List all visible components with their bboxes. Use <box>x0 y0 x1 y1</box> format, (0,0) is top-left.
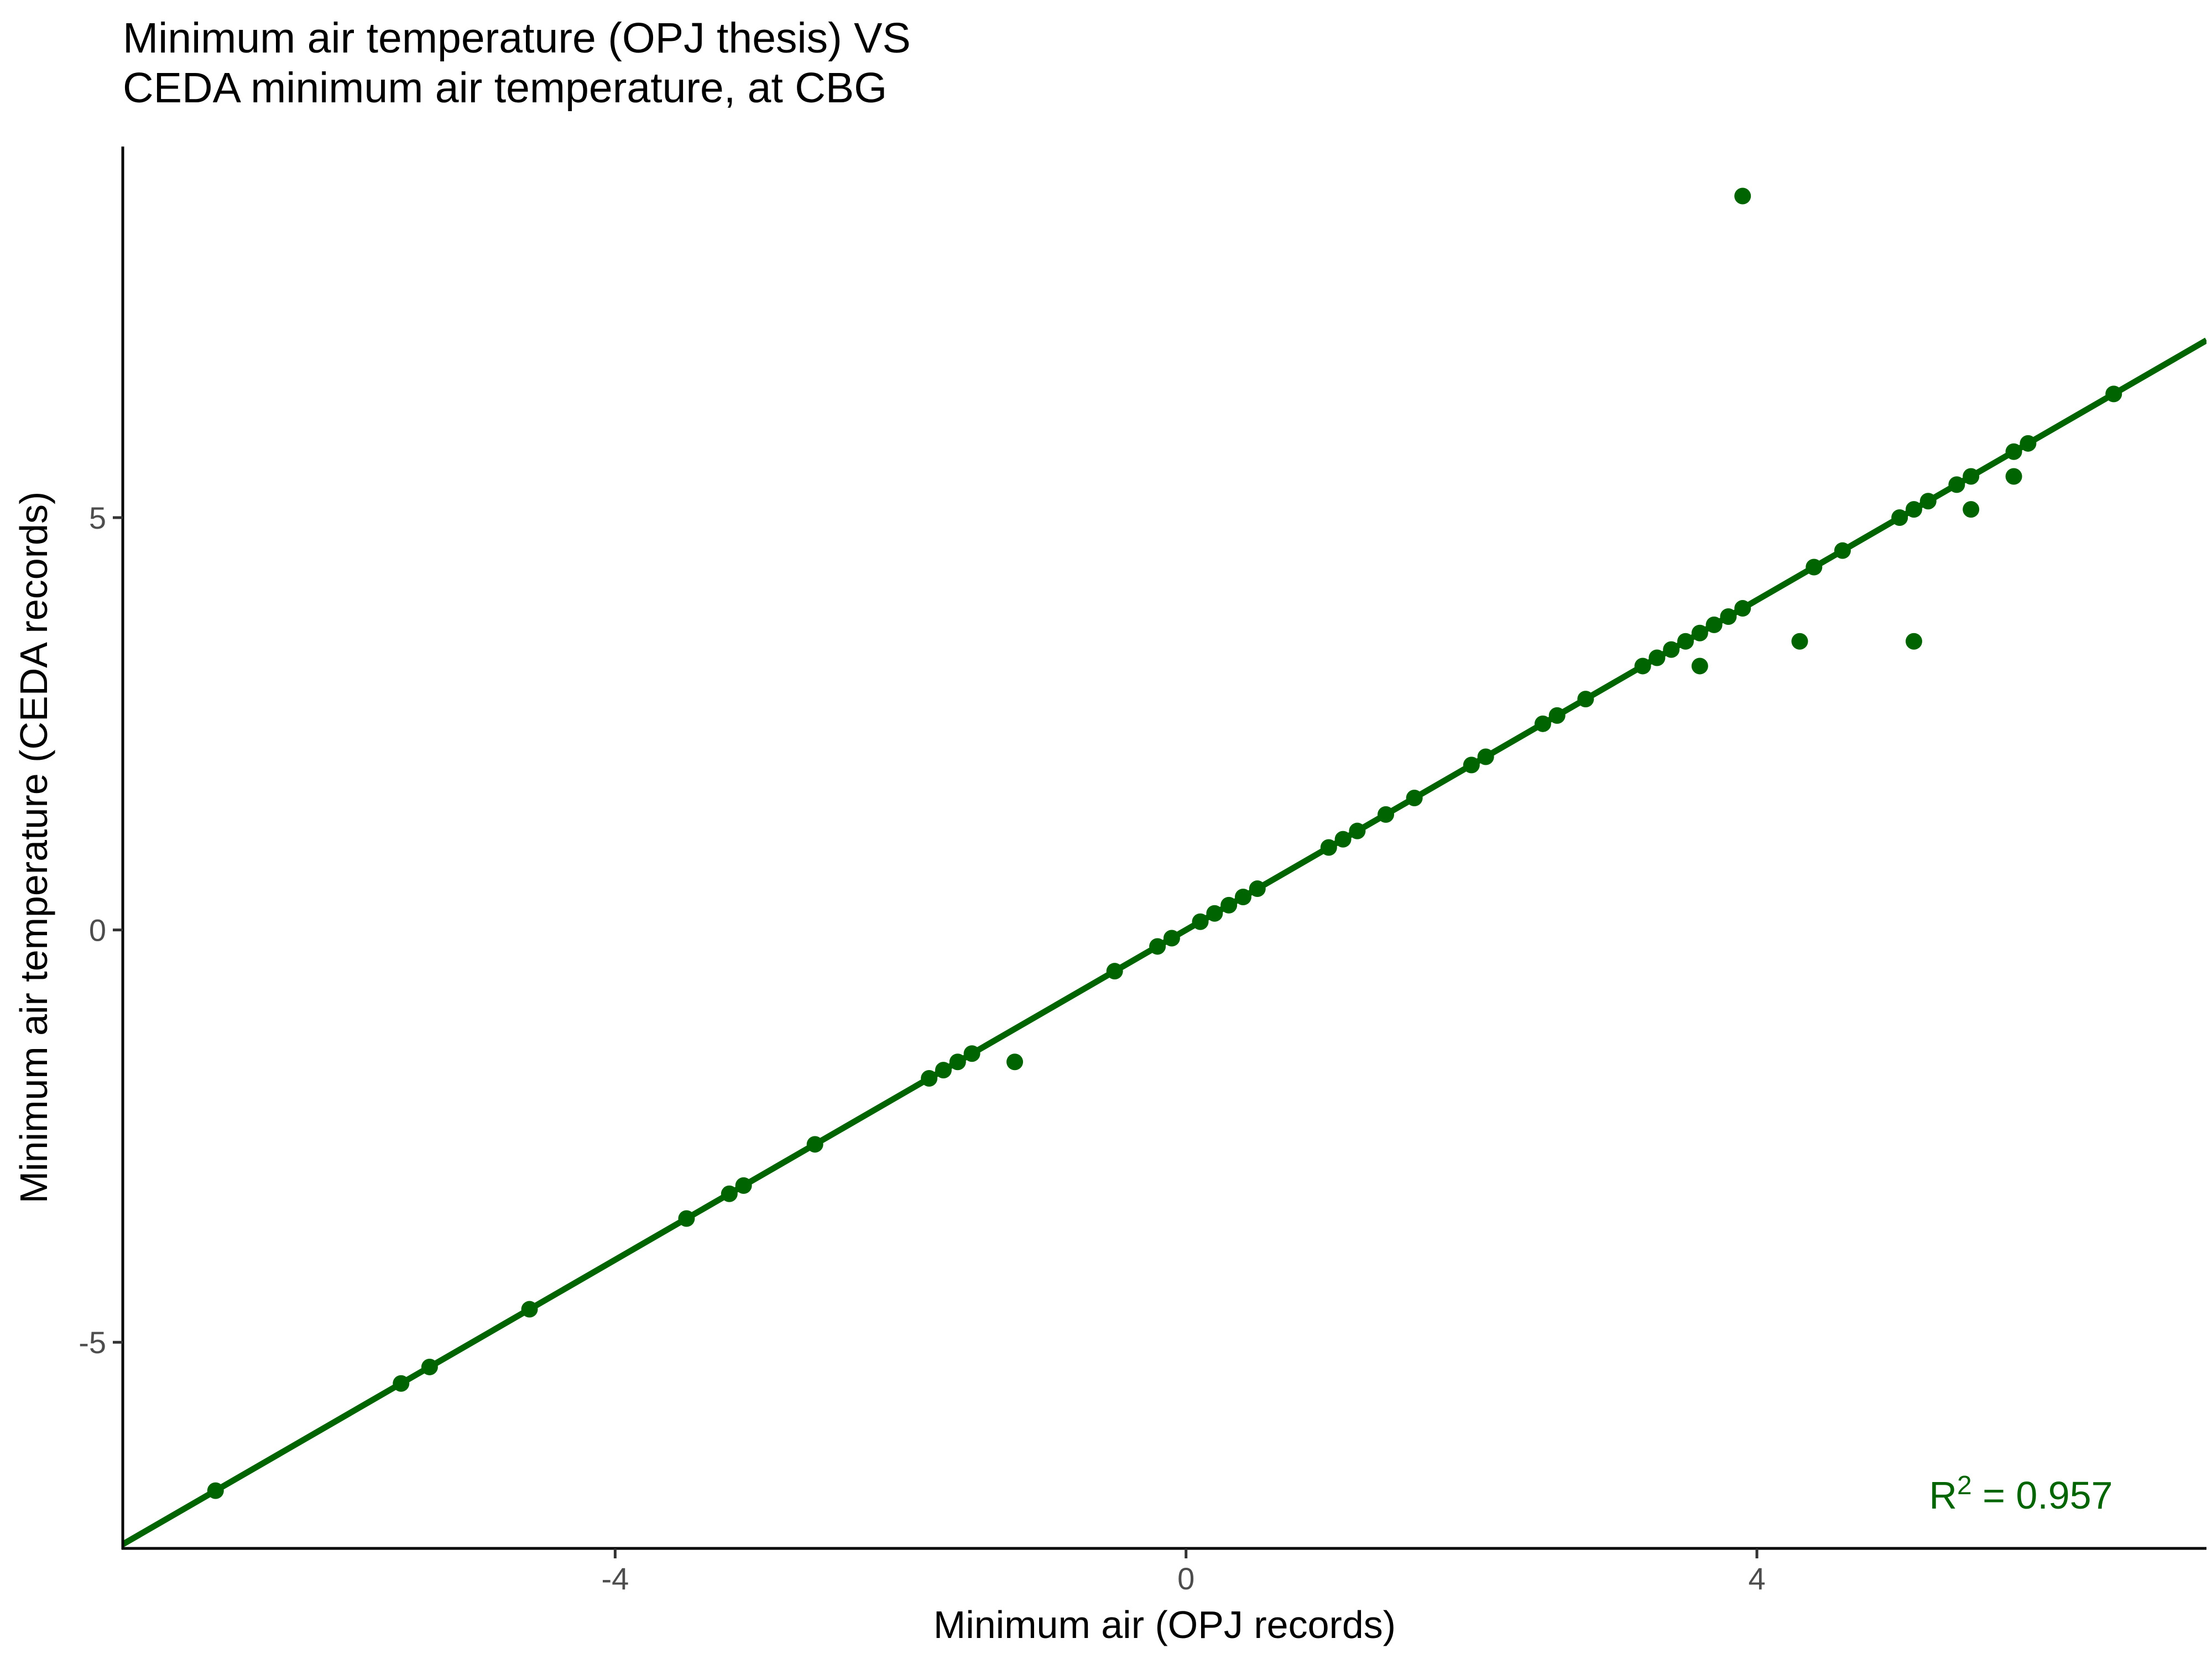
data-point <box>393 1375 410 1392</box>
data-point <box>1691 624 1708 641</box>
axes-layer: -4 0 4 -5 0 5 <box>79 147 2206 1596</box>
data-point <box>678 1210 695 1227</box>
y-tick-label: 5 <box>89 500 106 535</box>
points-layer <box>207 187 2122 1499</box>
x-tick-label: 4 <box>1748 1561 1765 1596</box>
data-point <box>1406 790 1423 807</box>
data-point <box>1463 757 1480 774</box>
data-point <box>2105 385 2122 403</box>
data-point <box>2005 468 2022 485</box>
x-tick-label: 0 <box>1177 1561 1194 1596</box>
data-point <box>1791 633 1808 650</box>
data-point <box>521 1301 538 1318</box>
data-point <box>963 1045 980 1062</box>
data-point <box>1919 493 1937 510</box>
data-point <box>1220 896 1238 914</box>
chart-title-line-2: CEDA minimum air temperature, at CBG <box>123 64 887 112</box>
data-point <box>207 1482 224 1499</box>
data-point <box>1006 1053 1024 1071</box>
data-point <box>1234 888 1251 905</box>
data-point <box>1206 905 1223 922</box>
data-point <box>806 1136 823 1153</box>
chart-title-line-1: Minimum air temperature (OPJ thesis) VS <box>123 14 911 62</box>
data-point <box>1349 822 1366 839</box>
data-point <box>2005 443 2022 460</box>
data-point <box>1477 748 1494 765</box>
r-squared-annotation: R2 = 0.957 <box>1929 1471 2112 1517</box>
data-point <box>1634 658 1651 675</box>
data-point <box>1963 501 1980 518</box>
data-point <box>1948 476 1965 493</box>
data-point <box>1320 839 1337 856</box>
data-point <box>1149 938 1166 955</box>
data-point <box>1806 559 1823 576</box>
data-point <box>1334 831 1352 848</box>
data-point <box>1163 930 1180 947</box>
data-point <box>1677 633 1694 650</box>
data-point <box>1691 658 1708 675</box>
data-point <box>1378 806 1395 823</box>
data-point <box>1734 600 1751 617</box>
labels-layer: Minimum air (OPJ records) Minimum air tem… <box>12 492 2113 1646</box>
data-point <box>1905 501 1922 518</box>
data-point <box>1734 187 1751 205</box>
data-point <box>1720 608 1737 625</box>
data-point <box>1891 509 1908 526</box>
data-point <box>1834 542 1851 559</box>
data-point <box>1648 649 1666 666</box>
data-point <box>1249 880 1266 898</box>
chart-title: Minimum air temperature (OPJ thesis) VSC… <box>123 14 911 112</box>
data-point <box>1905 633 1922 650</box>
data-point <box>1577 691 1594 708</box>
data-point <box>1705 616 1723 633</box>
data-point <box>1548 707 1566 724</box>
data-point <box>921 1070 938 1087</box>
data-point <box>2020 435 2037 452</box>
data-point <box>949 1053 966 1071</box>
data-point <box>721 1185 738 1202</box>
data-point <box>1106 963 1123 980</box>
data-point <box>1534 715 1551 732</box>
y-axis-title: Minimum air temperature (CEDA records) <box>12 492 55 1204</box>
data-point <box>735 1177 752 1194</box>
data-point <box>1963 468 1980 485</box>
data-point <box>1663 641 1680 658</box>
y-tick-label: 0 <box>89 913 106 948</box>
data-point <box>421 1358 438 1375</box>
data-point <box>1192 913 1209 930</box>
x-axis-title: Minimum air (OPJ records) <box>933 1603 1396 1646</box>
x-tick-label: -4 <box>601 1561 629 1596</box>
data-point <box>935 1062 952 1079</box>
y-tick-label: -5 <box>79 1325 106 1360</box>
